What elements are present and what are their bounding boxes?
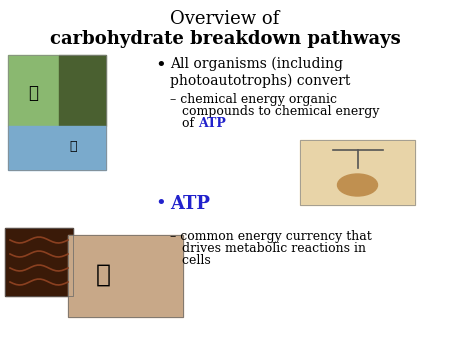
Text: 🦅: 🦅 [69, 141, 77, 153]
Text: – common energy currency that: – common energy currency that [170, 230, 372, 243]
Ellipse shape [338, 174, 378, 196]
Text: drives metabolic reactions in: drives metabolic reactions in [170, 242, 366, 255]
Bar [68, 235, 183, 317]
Bar [8, 55, 59, 126]
Bar [8, 55, 106, 170]
Text: •: • [155, 57, 166, 75]
Text: •: • [155, 195, 166, 213]
Text: – chemical energy organic: – chemical energy organic [170, 93, 337, 106]
Bar [300, 140, 415, 205]
Text: All organisms (including
photoautotrophs) convert: All organisms (including photoautotrophs… [170, 57, 351, 88]
Text: cells: cells [170, 254, 211, 267]
Bar [300, 140, 415, 205]
Bar [8, 126, 106, 170]
Text: carbohydrate breakdown pathways: carbohydrate breakdown pathways [50, 30, 400, 48]
Bar [5, 228, 73, 296]
Bar [59, 55, 106, 126]
Text: ATP: ATP [198, 117, 226, 130]
Text: 👫: 👫 [95, 263, 111, 287]
Bar [68, 235, 183, 317]
Text: Overview of: Overview of [171, 10, 279, 28]
Text: 🧍: 🧍 [28, 84, 38, 102]
Text: of: of [170, 117, 198, 130]
Bar [5, 228, 73, 296]
Text: compounds to chemical energy: compounds to chemical energy [170, 105, 379, 118]
Text: ATP: ATP [170, 195, 210, 213]
